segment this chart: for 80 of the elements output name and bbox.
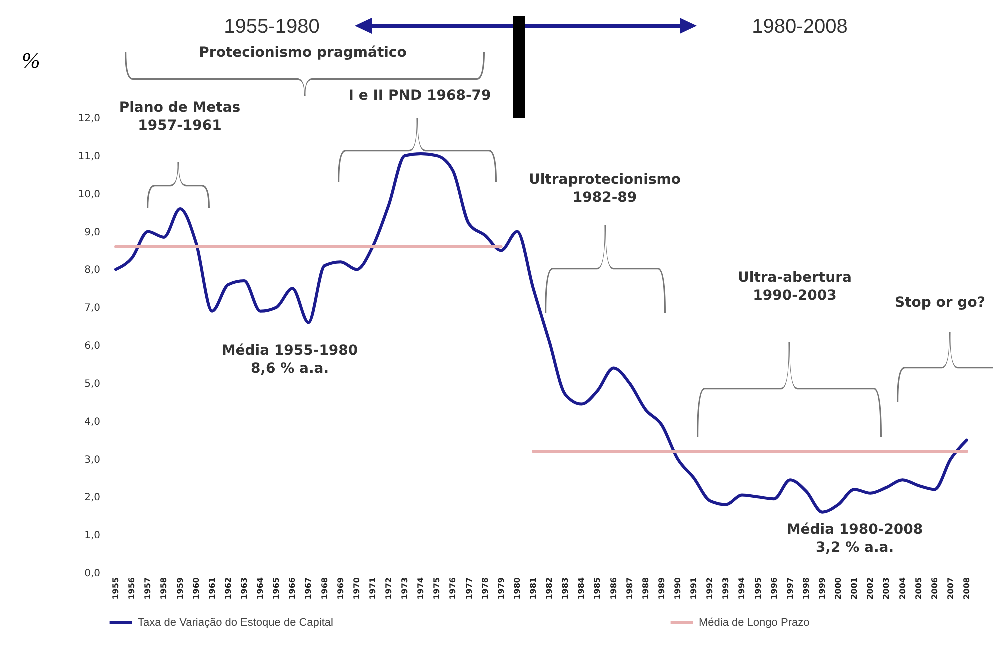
x-tick-label: 2000 (834, 577, 844, 600)
x-tick-label: 1999 (818, 577, 827, 600)
x-tick-label: 2004 (898, 577, 908, 600)
x-tick-label: 1974 (416, 577, 426, 600)
x-tick-label: 1984 (577, 577, 586, 600)
text: 1955-1980 (224, 15, 320, 40)
x-tick-label: 1979 (496, 577, 506, 600)
x-tick-label: 1983 (561, 578, 570, 600)
x-tick-label: 1988 (641, 577, 650, 600)
annotation: Média 1955-1980 8,6 % a.a. (222, 343, 358, 378)
y-tick-label: 2,0 (84, 492, 100, 504)
y-tick-label: 4,0 (84, 416, 100, 428)
text: Protecionismo pragmático (199, 45, 407, 62)
x-tick-label: 1982 (545, 578, 554, 600)
x-tick-label: 1978 (480, 577, 490, 600)
x-tick-label: 1963 (240, 578, 249, 600)
x-tick-label: 2007 (946, 578, 956, 600)
annotation: Stop or go? (895, 295, 986, 312)
x-tick-label: 1986 (609, 577, 618, 600)
x-tick-label: 1968 (320, 577, 330, 600)
x-tick-label: 1975 (432, 577, 442, 600)
x-tick-label: 1998 (802, 577, 811, 600)
annotation: Plano de Metas 1957-1961 (119, 100, 241, 135)
x-tick-label: 1971 (368, 577, 378, 600)
x-tick-label: 1992 (706, 578, 715, 600)
x-tick-label: 1981 (528, 577, 538, 600)
x-tick-label: 1991 (690, 577, 699, 600)
x-tick-label: 1987 (625, 578, 634, 600)
x-tick-label: 1973 (400, 578, 410, 600)
text: I e II PND 1968-79 (348, 88, 492, 106)
x-tick-label: 1989 (657, 577, 666, 600)
y-tick-label: 6,0 (84, 341, 100, 352)
x-tick-label: 1966 (288, 577, 298, 600)
x-tick-label: 1994 (738, 577, 747, 600)
x-tick-label: 2001 (850, 577, 860, 600)
x-tick-label: 1955 (112, 577, 121, 600)
annotation: Ultraprotecionismo 1982-89 (529, 172, 681, 207)
y-tick-label: 1,0 (84, 530, 100, 542)
x-tick-label: 1967 (304, 578, 314, 600)
x-tick-label: 1972 (384, 578, 394, 600)
y-tick-label: 7,0 (84, 303, 100, 314)
legend-label: Média de Longo Prazo (699, 617, 810, 629)
x-tick-label: 1995 (754, 577, 763, 600)
x-tick-label: 1969 (336, 577, 346, 600)
x-tick-label: 1993 (722, 578, 731, 600)
y-tick-label: 8,0 (84, 265, 100, 276)
x-tick-label: 1996 (770, 577, 779, 600)
x-tick-label: 1997 (786, 578, 795, 600)
y-tick-label: 3,0 (84, 454, 100, 466)
x-tick-label: 1956 (128, 577, 137, 600)
x-tick-label: 1985 (593, 577, 602, 600)
x-tick-label: 1965 (272, 577, 282, 600)
x-tick-label: 1976 (448, 577, 458, 600)
x-tick-label: 2006 (930, 577, 940, 600)
y-tick-label: 12,0 (78, 114, 100, 124)
x-tick-label: 1970 (352, 577, 362, 600)
x-tick-label: 1962 (224, 578, 233, 600)
x-tick-label: 1958 (160, 577, 169, 600)
y-axis-title: % (22, 48, 40, 74)
x-tick-label: 1961 (208, 577, 217, 600)
x-tick-label: 1960 (192, 577, 201, 600)
annotation: Ultra-abertura 1990-2003 (738, 270, 852, 305)
x-tick-label: 2005 (914, 577, 924, 600)
x-tick-label: 1964 (256, 577, 266, 600)
y-tick-label: 10,0 (78, 189, 100, 200)
text: 1980-2008 (752, 15, 848, 40)
x-tick-label: 2008 (962, 577, 972, 600)
x-tick-label: 1990 (673, 577, 682, 600)
x-tick-label: 1959 (176, 577, 185, 600)
x-tick-label: 2003 (882, 578, 892, 600)
x-tick-label: 1977 (464, 578, 474, 600)
annotation: Média 1980-2008 3,2 % a.a. (786, 522, 924, 557)
y-tick-label: 11,0 (78, 151, 100, 162)
y-tick-label: 5,0 (84, 378, 100, 390)
x-tick-label: 1980 (512, 577, 522, 600)
y-tick-label: 0,0 (84, 568, 100, 580)
y-tick-label: 9,0 (84, 227, 100, 238)
x-tick-label: 2002 (866, 578, 876, 600)
legend-label: Taxa de Variação do Estoque de Capital (138, 617, 334, 629)
x-tick-label: 1957 (144, 578, 153, 600)
